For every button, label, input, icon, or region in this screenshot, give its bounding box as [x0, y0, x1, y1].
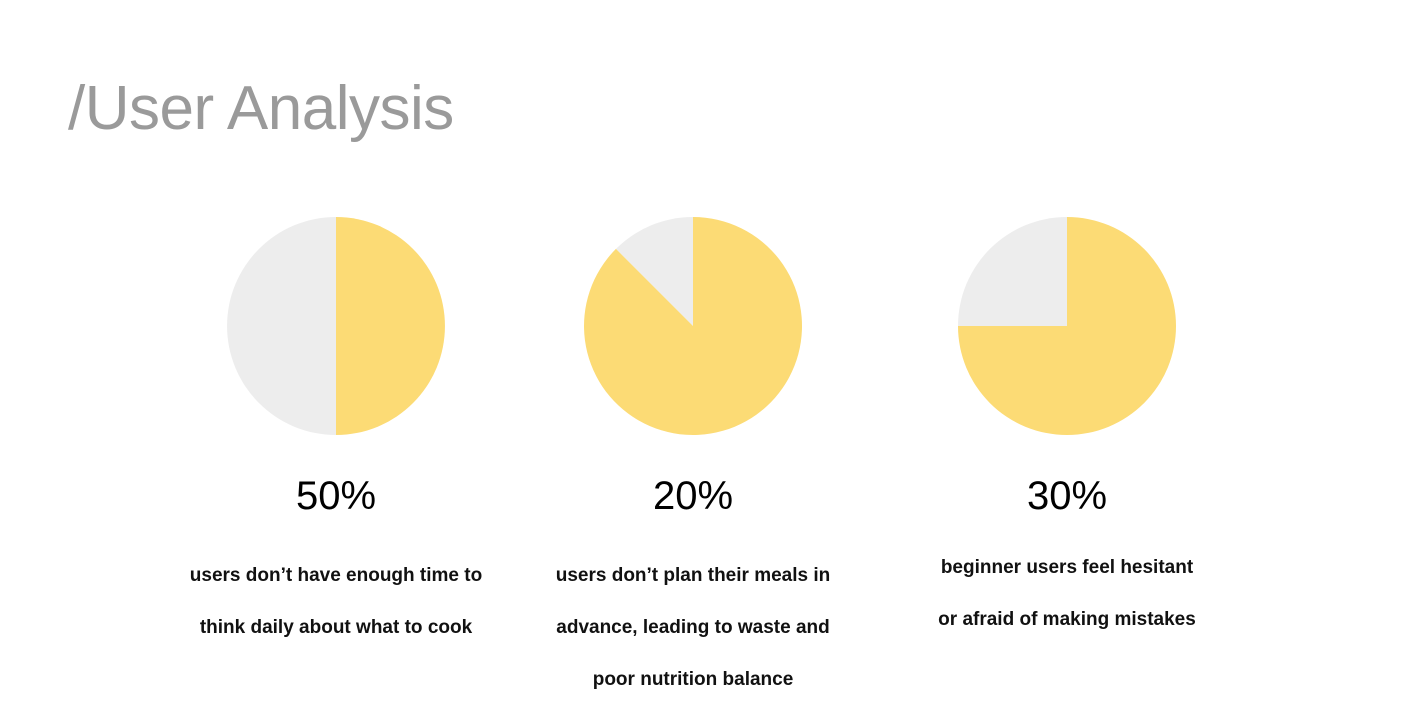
stat-percent-1: 50%	[295, 474, 377, 518]
stat-description-2-line-1: users don’t plan their meals in	[555, 565, 831, 586]
page-title: /User Analysis	[68, 74, 454, 143]
stat-description-3: beginner users feel hesitant or afraid o…	[897, 542, 1237, 646]
stat-card-2: 20% users don’t plan their meals in adva…	[523, 216, 863, 706]
stat-percent-3: 30%	[1026, 474, 1108, 518]
stat-description-1: users don’t have enough time to think da…	[166, 550, 506, 654]
stat-description-1-line-2: think daily about what to cook	[199, 617, 473, 638]
stat-description-3-line-2: or afraid of making mistakes	[938, 609, 1196, 630]
pie-3-highlight-slice	[958, 217, 1176, 435]
stat-percent-2: 20%	[652, 474, 734, 518]
stat-description-3-line-1: beginner users feel hesitant	[940, 557, 1194, 578]
stat-description-2: users don’t plan their meals in advance,…	[523, 550, 863, 706]
stat-description-2-line-3: poor nutrition balance	[592, 669, 794, 690]
pie-2-remainder-slice	[615, 217, 693, 326]
pie-chart-3	[958, 217, 1176, 435]
pie-chart-1	[227, 217, 445, 435]
pie-chart-2	[584, 217, 803, 435]
pie-3-remainder-slice	[958, 217, 1067, 326]
pie-2-highlight-slice	[584, 217, 803, 435]
stat-card-1: 50% users don’t have enough time to thin…	[166, 216, 506, 654]
pie-1-remainder-slice	[227, 217, 336, 435]
stat-description-1-line-1: users don’t have enough time to	[189, 565, 483, 586]
stat-card-3: 30% beginner users feel hesitant or afra…	[897, 216, 1237, 646]
stat-description-2-line-2: advance, leading to waste and	[556, 617, 830, 638]
pie-1-highlight-slice	[336, 217, 445, 435]
